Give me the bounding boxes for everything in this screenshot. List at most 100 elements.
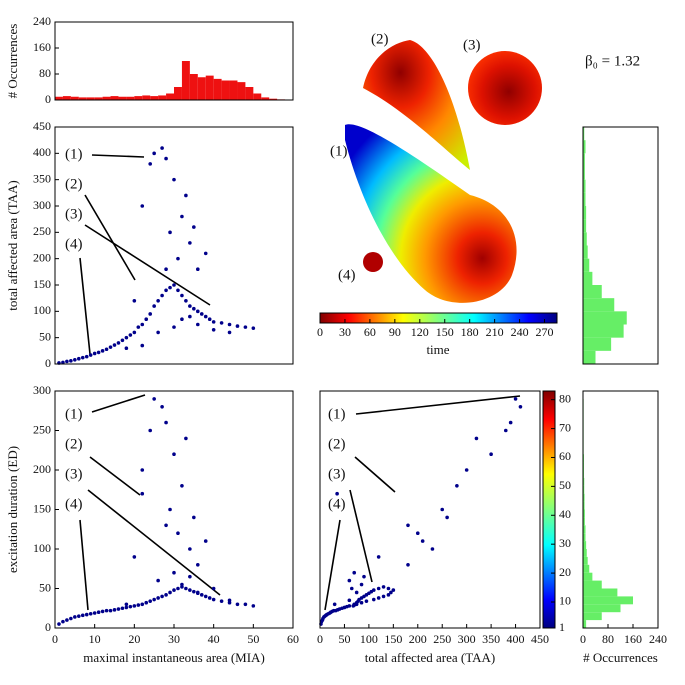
y-tick-label: 200 (33, 462, 51, 476)
colorbar-tick-label: 150 (436, 325, 454, 339)
point (128, 604, 133, 609)
point (391, 588, 396, 592)
point (332, 602, 337, 607)
point (140, 343, 145, 348)
point (112, 343, 117, 347)
x-tick-label: 150 (384, 632, 402, 646)
bar (583, 153, 585, 167)
point (347, 578, 352, 583)
point (61, 360, 65, 365)
x-tick-label: 160 (624, 632, 642, 646)
point (168, 285, 172, 290)
colorbar-label: time (426, 342, 449, 357)
image-label: (4) (338, 267, 356, 283)
x-tick-label: 20 (128, 632, 140, 646)
bar (583, 525, 586, 534)
point (92, 611, 97, 615)
bar (583, 245, 588, 259)
point (359, 582, 364, 587)
y-axis-label: # Occurrences (5, 24, 20, 99)
point (176, 531, 180, 535)
y-tick-label: 350 (33, 171, 51, 185)
point (164, 523, 168, 528)
point (144, 317, 149, 322)
frame (319, 390, 541, 629)
point (65, 618, 69, 622)
point (124, 335, 129, 340)
point (184, 586, 188, 591)
image-label: (2) (371, 31, 389, 47)
bar (583, 324, 624, 338)
bar (583, 509, 585, 518)
point (518, 405, 523, 409)
bar (583, 206, 587, 220)
bar (213, 78, 222, 100)
bar (583, 604, 621, 613)
frame (582, 126, 659, 365)
bar (583, 596, 633, 605)
point (420, 539, 425, 543)
point (96, 350, 101, 355)
point (144, 600, 149, 605)
point (196, 309, 200, 314)
point (354, 590, 359, 595)
point (352, 570, 357, 575)
bar (55, 96, 63, 100)
point (140, 602, 145, 607)
x-axis-label: total affected area (TAA) (365, 650, 495, 665)
point (203, 251, 208, 256)
y-tick-label: 50 (39, 329, 51, 343)
point (188, 574, 192, 579)
bar (583, 493, 585, 502)
point (440, 507, 445, 512)
point (88, 353, 93, 357)
point (168, 507, 172, 512)
bar (583, 533, 586, 542)
x-tick-label: 80 (602, 632, 614, 646)
point (347, 604, 352, 608)
point (389, 590, 393, 595)
x-tick-label: 300 (458, 632, 476, 646)
point (172, 570, 176, 575)
y-tick-label: 250 (33, 422, 51, 436)
density-colorbar (542, 390, 556, 629)
colorbar-tick-label: 270 (536, 325, 554, 339)
point (188, 241, 192, 245)
point (371, 597, 376, 602)
point (243, 325, 248, 329)
point (192, 515, 196, 520)
point (88, 611, 93, 616)
bar (245, 87, 254, 100)
bar (70, 96, 79, 100)
point (351, 604, 356, 608)
bar (583, 337, 612, 351)
point (199, 593, 204, 597)
colorbar-tick-label: 60 (364, 325, 376, 339)
bar (583, 350, 596, 364)
point (148, 599, 152, 603)
y-tick-label: 0 (45, 356, 51, 370)
point (164, 593, 168, 597)
y-tick-label: 240 (33, 14, 51, 28)
bar (197, 77, 206, 100)
point (120, 338, 125, 343)
bar (583, 219, 587, 233)
point (148, 312, 152, 316)
annotation: (2) (328, 436, 346, 452)
point (227, 598, 232, 603)
point (172, 325, 176, 329)
point (148, 162, 152, 166)
bar (583, 541, 587, 549)
bar (118, 96, 127, 100)
point (347, 598, 352, 603)
bar (583, 232, 587, 246)
bar (583, 140, 586, 154)
colorbar-tick-label: 30 (339, 325, 351, 339)
point (415, 531, 420, 535)
point (77, 356, 81, 361)
point (168, 590, 172, 595)
bar (269, 98, 278, 100)
bar (583, 588, 618, 597)
point (359, 600, 364, 605)
point (176, 288, 180, 293)
